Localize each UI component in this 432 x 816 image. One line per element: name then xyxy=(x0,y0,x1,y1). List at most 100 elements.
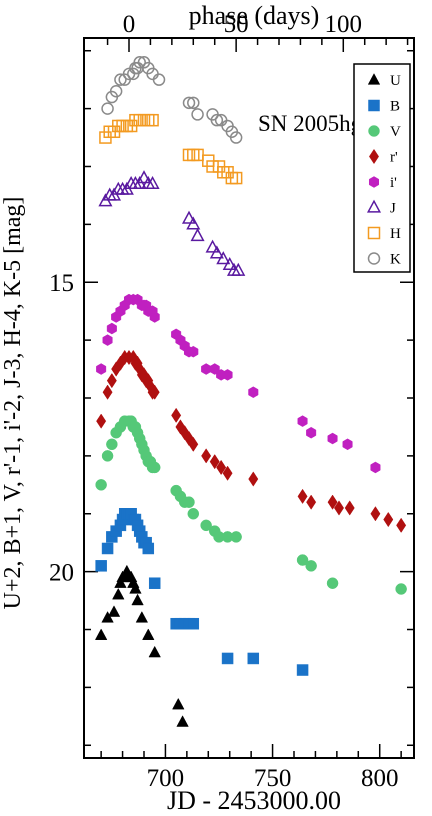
data-point xyxy=(395,583,407,595)
data-point xyxy=(102,384,113,400)
data-point xyxy=(344,500,355,516)
data-point xyxy=(200,519,212,532)
data-point xyxy=(306,426,317,439)
data-point xyxy=(190,228,205,242)
data-point xyxy=(191,108,204,121)
data-point xyxy=(201,363,212,375)
series-r-prime xyxy=(96,349,407,533)
data-point xyxy=(106,373,117,389)
data-point xyxy=(305,560,317,572)
data-point xyxy=(370,506,381,522)
data-point xyxy=(181,210,197,224)
data-point xyxy=(175,419,186,435)
legend-marker xyxy=(367,226,381,240)
data-point xyxy=(152,73,166,86)
data-point xyxy=(187,96,200,110)
legend-label: V xyxy=(390,124,401,140)
data-point xyxy=(172,697,185,710)
data-point xyxy=(187,508,200,520)
data-point xyxy=(114,576,127,588)
legend-label: K xyxy=(390,252,401,268)
data-point xyxy=(171,407,182,423)
data-point xyxy=(229,131,243,144)
top-tick-label: 50 xyxy=(224,11,249,38)
series-h xyxy=(99,113,243,185)
data-point xyxy=(109,84,123,98)
data-point xyxy=(131,593,144,606)
legend-marker xyxy=(368,125,380,137)
legend-marker xyxy=(368,176,380,188)
series-v xyxy=(95,415,407,595)
data-point xyxy=(112,587,125,600)
series-j xyxy=(98,170,246,276)
data-point xyxy=(136,170,152,184)
data-point xyxy=(101,542,114,555)
data-point xyxy=(148,461,161,474)
data-point xyxy=(148,645,161,658)
data-point xyxy=(188,345,199,358)
data-point xyxy=(182,96,196,110)
data-point xyxy=(297,415,308,427)
legend-marker xyxy=(367,252,381,265)
data-point xyxy=(247,652,260,665)
data-point xyxy=(222,369,233,381)
data-point xyxy=(142,628,155,640)
data-point xyxy=(230,531,242,543)
data-point xyxy=(137,113,151,127)
y-tick-label: 20 xyxy=(49,560,74,587)
data-point xyxy=(145,175,160,190)
data-point xyxy=(201,448,212,464)
legend-label: r' xyxy=(390,150,398,166)
data-point xyxy=(191,148,204,162)
data-point xyxy=(114,73,127,86)
series-b xyxy=(95,508,309,676)
data-point xyxy=(296,554,309,566)
data-point xyxy=(187,148,200,162)
series-k xyxy=(101,56,243,144)
data-point xyxy=(95,560,107,572)
x-axis-label: JD - 2453000.00 xyxy=(167,786,341,815)
legend-label: B xyxy=(390,99,400,115)
data-point xyxy=(327,494,338,510)
top-axis-label: phase (days) xyxy=(189,1,320,30)
data-point xyxy=(342,438,353,451)
data-point xyxy=(186,216,201,230)
data-point xyxy=(222,465,233,481)
top-tick-label: 0 xyxy=(123,11,136,38)
data-point xyxy=(102,334,113,346)
legend-label: U xyxy=(390,73,401,89)
series-i-prime xyxy=(96,293,381,474)
top-tick-label: 100 xyxy=(325,11,363,38)
y-tick-label: 15 xyxy=(49,270,74,297)
data-point xyxy=(101,611,114,623)
data-point xyxy=(142,542,155,555)
data-point xyxy=(370,461,381,474)
data-point xyxy=(221,652,234,665)
data-point xyxy=(182,148,196,162)
data-point xyxy=(148,577,161,589)
data-point xyxy=(101,450,114,462)
data-point xyxy=(187,617,200,630)
data-point xyxy=(183,496,195,508)
legend-box xyxy=(353,63,411,273)
data-point xyxy=(296,664,309,676)
data-point xyxy=(101,102,114,115)
data-point xyxy=(188,436,199,452)
data-point xyxy=(184,430,194,447)
legend-label: i' xyxy=(390,175,397,191)
series-u xyxy=(94,564,189,727)
y-axis-label: U+2, B+1, V, r'-1, i'-2, J-3, H-4, K-5 [… xyxy=(0,197,26,610)
data-point xyxy=(222,256,237,271)
data-point xyxy=(129,582,142,594)
data-point xyxy=(383,511,394,528)
chart-title: SN 2005hg xyxy=(258,111,363,136)
data-point xyxy=(133,56,146,69)
data-point xyxy=(106,438,118,451)
data-point xyxy=(96,363,107,375)
data-point xyxy=(326,577,339,589)
data-point xyxy=(179,425,190,441)
data-point xyxy=(209,245,224,259)
data-point xyxy=(94,628,108,640)
